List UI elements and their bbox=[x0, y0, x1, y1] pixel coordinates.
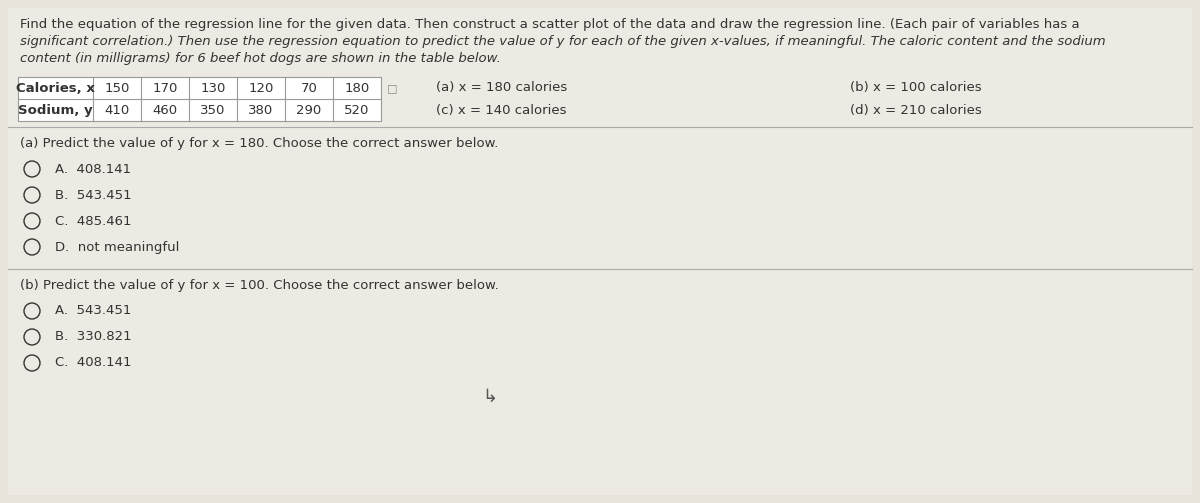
Text: 150: 150 bbox=[104, 81, 130, 95]
Text: significant correlation.) Then use the regression equation to predict the value : significant correlation.) Then use the r… bbox=[20, 35, 1105, 48]
Text: □: □ bbox=[386, 83, 397, 93]
Text: A.  543.451: A. 543.451 bbox=[55, 304, 131, 317]
Text: 290: 290 bbox=[296, 104, 322, 117]
Text: 410: 410 bbox=[104, 104, 130, 117]
Text: (a) Predict the value of y for x = 180. Choose the correct answer below.: (a) Predict the value of y for x = 180. … bbox=[20, 137, 498, 150]
Text: (d) x = 210 calories: (d) x = 210 calories bbox=[850, 104, 982, 117]
Text: (a) x = 180 calories: (a) x = 180 calories bbox=[436, 81, 568, 94]
Text: 70: 70 bbox=[300, 81, 318, 95]
Text: (b) Predict the value of y for x = 100. Choose the correct answer below.: (b) Predict the value of y for x = 100. … bbox=[20, 279, 499, 292]
Text: D.  not meaningful: D. not meaningful bbox=[55, 240, 179, 254]
Text: 130: 130 bbox=[200, 81, 226, 95]
Text: (c) x = 140 calories: (c) x = 140 calories bbox=[436, 104, 566, 117]
Text: 520: 520 bbox=[344, 104, 370, 117]
Text: 170: 170 bbox=[152, 81, 178, 95]
Bar bbox=[18, 77, 382, 121]
Text: 460: 460 bbox=[152, 104, 178, 117]
Text: A.  408.141: A. 408.141 bbox=[55, 162, 131, 176]
Text: Sodium, y: Sodium, y bbox=[18, 104, 92, 117]
Text: ↳: ↳ bbox=[482, 388, 498, 406]
Text: (b) x = 100 calories: (b) x = 100 calories bbox=[850, 81, 982, 94]
Text: 350: 350 bbox=[200, 104, 226, 117]
Text: 180: 180 bbox=[344, 81, 370, 95]
Text: B.  543.451: B. 543.451 bbox=[55, 189, 132, 202]
Text: B.  330.821: B. 330.821 bbox=[55, 330, 132, 344]
Text: Calories, x: Calories, x bbox=[16, 81, 95, 95]
Text: 120: 120 bbox=[248, 81, 274, 95]
Text: 380: 380 bbox=[248, 104, 274, 117]
Text: C.  485.461: C. 485.461 bbox=[55, 214, 132, 227]
Text: content (in milligrams) for 6 beef hot dogs are shown in the table below.: content (in milligrams) for 6 beef hot d… bbox=[20, 52, 500, 65]
Text: Find the equation of the regression line for the given data. Then construct a sc: Find the equation of the regression line… bbox=[20, 18, 1080, 31]
Text: C.  408.141: C. 408.141 bbox=[55, 357, 132, 370]
